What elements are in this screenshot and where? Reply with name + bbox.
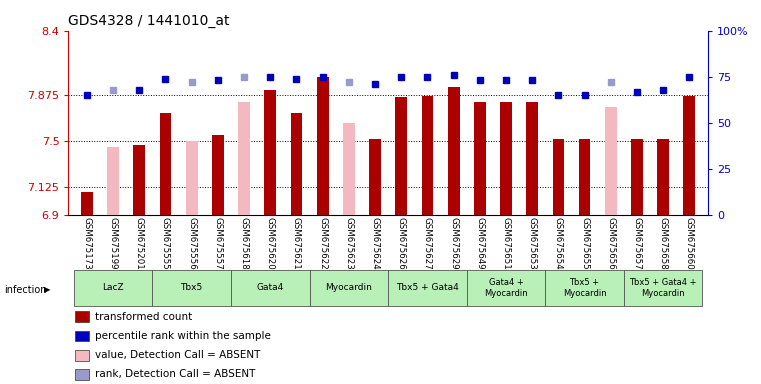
Bar xyxy=(527,102,538,215)
Bar xyxy=(75,369,89,380)
Bar xyxy=(75,311,89,322)
Bar xyxy=(133,145,145,215)
Text: value, Detection Call = ABSENT: value, Detection Call = ABSENT xyxy=(95,350,261,360)
Text: GSM675622: GSM675622 xyxy=(318,217,327,270)
Text: Tbx5 + Gata4 +
Myocardin: Tbx5 + Gata4 + Myocardin xyxy=(629,278,697,298)
FancyBboxPatch shape xyxy=(74,270,152,306)
Bar xyxy=(500,102,512,215)
Bar xyxy=(160,113,171,215)
Bar xyxy=(631,139,643,215)
Bar xyxy=(264,90,276,215)
Bar xyxy=(605,107,616,215)
Text: GSM675626: GSM675626 xyxy=(396,217,406,270)
Text: GSM675655: GSM675655 xyxy=(580,217,589,270)
Bar xyxy=(186,141,198,215)
Text: GSM675556: GSM675556 xyxy=(187,217,196,270)
Bar xyxy=(552,139,565,215)
Text: GSM675627: GSM675627 xyxy=(423,217,432,270)
FancyBboxPatch shape xyxy=(466,270,546,306)
Bar xyxy=(75,331,89,341)
Bar xyxy=(395,97,407,215)
Bar xyxy=(683,96,696,215)
Text: LacZ: LacZ xyxy=(102,283,124,293)
Bar xyxy=(343,123,355,215)
Text: GSM675621: GSM675621 xyxy=(292,217,301,270)
Text: GSM675557: GSM675557 xyxy=(213,217,222,270)
Text: GSM675623: GSM675623 xyxy=(344,217,353,270)
Bar xyxy=(447,87,460,215)
Text: Tbx5: Tbx5 xyxy=(180,283,202,293)
Text: GSM675618: GSM675618 xyxy=(240,217,249,270)
Text: transformed count: transformed count xyxy=(95,312,193,322)
Text: Myocardin: Myocardin xyxy=(326,283,372,293)
Bar xyxy=(578,139,591,215)
FancyBboxPatch shape xyxy=(388,270,466,306)
FancyBboxPatch shape xyxy=(624,270,702,306)
Bar xyxy=(291,113,302,215)
Bar xyxy=(212,135,224,215)
Text: GSM675654: GSM675654 xyxy=(554,217,563,270)
Bar xyxy=(75,350,89,361)
FancyBboxPatch shape xyxy=(310,270,388,306)
Text: Gata4 +
Myocardin: Gata4 + Myocardin xyxy=(484,278,528,298)
Bar xyxy=(474,102,486,215)
Bar xyxy=(81,192,93,215)
Text: GSM675651: GSM675651 xyxy=(501,217,511,270)
Text: Gata4: Gata4 xyxy=(256,283,284,293)
Text: GSM675624: GSM675624 xyxy=(371,217,380,270)
Text: GSM675656: GSM675656 xyxy=(607,217,616,270)
Text: GSM675620: GSM675620 xyxy=(266,217,275,270)
Text: GSM675658: GSM675658 xyxy=(659,217,667,270)
Text: percentile rank within the sample: percentile rank within the sample xyxy=(95,331,271,341)
Text: GDS4328 / 1441010_at: GDS4328 / 1441010_at xyxy=(68,14,230,28)
Text: Tbx5 +
Myocardin: Tbx5 + Myocardin xyxy=(563,278,607,298)
Text: GSM675629: GSM675629 xyxy=(449,217,458,269)
Text: Tbx5 + Gata4: Tbx5 + Gata4 xyxy=(396,283,459,293)
Text: rank, Detection Call = ABSENT: rank, Detection Call = ABSENT xyxy=(95,369,256,379)
Text: ▶: ▶ xyxy=(44,285,51,295)
Bar xyxy=(422,96,433,215)
Text: GSM675657: GSM675657 xyxy=(632,217,642,270)
Text: GSM675649: GSM675649 xyxy=(476,217,484,269)
Text: GSM675555: GSM675555 xyxy=(161,217,170,270)
FancyBboxPatch shape xyxy=(546,270,624,306)
Text: GSM675653: GSM675653 xyxy=(527,217,537,270)
Text: GSM675199: GSM675199 xyxy=(109,217,117,269)
FancyBboxPatch shape xyxy=(152,270,231,306)
Text: GSM675173: GSM675173 xyxy=(82,217,91,270)
Bar xyxy=(238,102,250,215)
Bar xyxy=(107,147,119,215)
Text: GSM675660: GSM675660 xyxy=(685,217,694,270)
FancyBboxPatch shape xyxy=(231,270,310,306)
Bar xyxy=(317,78,329,215)
Text: GSM675201: GSM675201 xyxy=(135,217,144,270)
Bar xyxy=(369,139,381,215)
Text: infection: infection xyxy=(4,285,46,295)
Bar xyxy=(658,139,669,215)
